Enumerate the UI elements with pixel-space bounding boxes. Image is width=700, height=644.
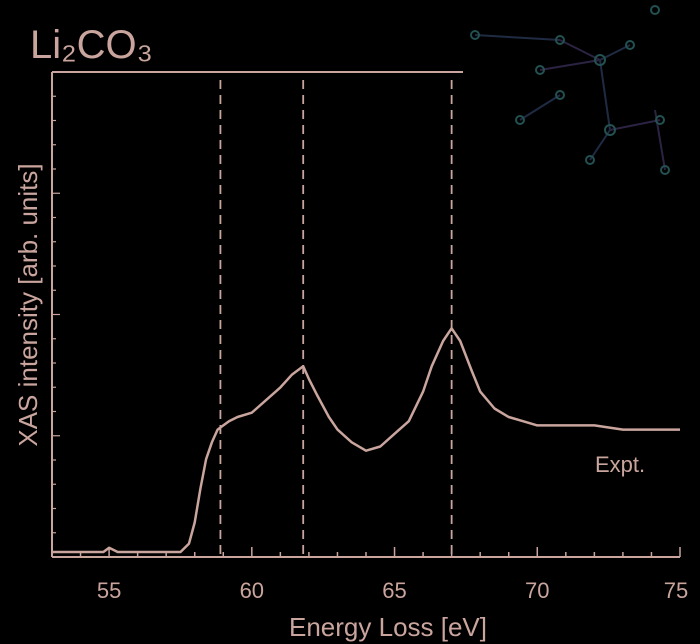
reference-lines — [219, 80, 453, 557]
chart-title: Li₂CO₃ — [30, 23, 153, 67]
x-tick-label: 75 — [664, 578, 688, 603]
x-tick-label: 70 — [525, 578, 549, 603]
series-line-expt — [52, 327, 680, 554]
plot-frame — [51, 71, 680, 558]
x-tick-label: 60 — [240, 578, 264, 603]
series-label-expt: Expt. — [595, 452, 645, 477]
x-axis-tick-labels: 55 60 65 70 75 — [97, 578, 688, 603]
y-axis-title: XAS intensity [arb. units] — [13, 163, 43, 446]
y-axis-minor-ticks — [52, 71, 60, 558]
x-axis-ticks — [51, 547, 681, 557]
x-axis-title: Energy Loss [eV] — [289, 612, 487, 642]
x-tick-label: 65 — [382, 578, 406, 603]
molecular-structure-decoration — [470, 5, 670, 175]
x-tick-label: 55 — [97, 578, 121, 603]
